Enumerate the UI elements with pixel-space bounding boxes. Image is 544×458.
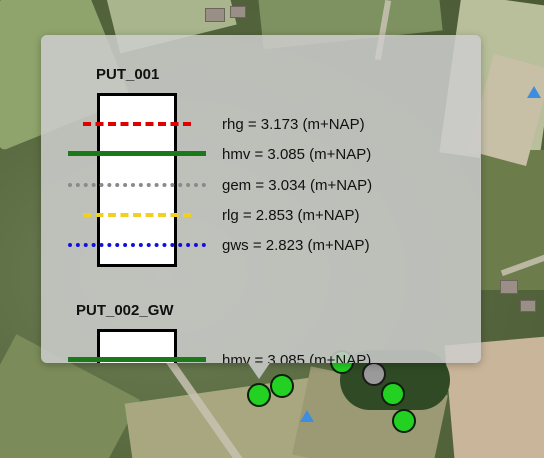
gem-level-label: gem = 3.034 (m+NAP) bbox=[222, 177, 373, 194]
rlg-level-line bbox=[83, 213, 191, 217]
triangle-marker-icon[interactable] bbox=[527, 86, 541, 98]
map-building bbox=[500, 280, 518, 294]
rhg-level-line bbox=[83, 122, 191, 126]
popup-pointer bbox=[248, 363, 270, 379]
hmv-level-line bbox=[68, 357, 206, 362]
hmv-level-line bbox=[68, 151, 206, 156]
gws-level-line bbox=[68, 243, 206, 247]
triangle-marker-icon[interactable] bbox=[300, 410, 314, 422]
gws-level-label: gws = 2.823 (m+NAP) bbox=[222, 237, 370, 254]
well-title: PUT_001 bbox=[96, 66, 160, 83]
well-marker-inactive[interactable] bbox=[362, 362, 386, 386]
map-building bbox=[230, 6, 246, 18]
well-diagram bbox=[97, 93, 177, 267]
well-title: PUT_002_GW bbox=[76, 302, 174, 319]
well-marker-selected[interactable] bbox=[247, 383, 271, 407]
gem-level-line bbox=[68, 183, 206, 187]
rlg-level-label: rlg = 2.853 (m+NAP) bbox=[222, 207, 360, 224]
hmv-level-label: hmv = 3.085 (m+NAP) bbox=[222, 146, 372, 163]
hmv-level-label: hmv = 3.085 (m+NAP) bbox=[222, 352, 372, 363]
well-marker[interactable] bbox=[381, 382, 405, 406]
well-marker[interactable] bbox=[270, 374, 294, 398]
map-building bbox=[520, 300, 536, 312]
well-info-popup: PUT_001 rhg = 3.173 (m+NAP) hmv = 3.085 … bbox=[41, 35, 481, 363]
map-building bbox=[205, 8, 225, 22]
rhg-level-label: rhg = 3.173 (m+NAP) bbox=[222, 116, 365, 133]
well-marker[interactable] bbox=[392, 409, 416, 433]
